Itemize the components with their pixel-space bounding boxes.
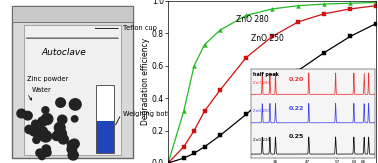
Circle shape [56, 98, 65, 107]
Circle shape [52, 132, 61, 141]
Circle shape [67, 145, 77, 154]
Bar [96, 85, 115, 153]
Circle shape [43, 149, 51, 156]
Bar [96, 121, 115, 153]
Text: Teflon cup: Teflon cup [123, 25, 156, 31]
Circle shape [38, 117, 47, 126]
Circle shape [17, 109, 26, 118]
Text: Zinc powder: Zinc powder [27, 76, 68, 82]
Text: ZnO 250: ZnO 250 [251, 34, 284, 43]
Text: ZnO 280: ZnO 280 [236, 15, 268, 24]
Circle shape [54, 122, 65, 133]
Circle shape [42, 145, 50, 153]
Text: Weighing bottle: Weighing bottle [123, 111, 175, 117]
Circle shape [25, 125, 34, 133]
Circle shape [70, 139, 79, 148]
Text: Water: Water [32, 87, 52, 93]
Circle shape [32, 120, 39, 127]
Text: Autoclave: Autoclave [42, 48, 86, 57]
Bar [23, 25, 121, 155]
Circle shape [39, 153, 45, 160]
Bar [96, 85, 115, 121]
Circle shape [69, 99, 81, 110]
Circle shape [54, 128, 67, 140]
Circle shape [36, 126, 48, 137]
Circle shape [67, 140, 76, 149]
Circle shape [71, 116, 78, 122]
Bar [12, 6, 133, 22]
Circle shape [68, 150, 78, 160]
Circle shape [36, 149, 44, 157]
Bar [12, 6, 133, 158]
Circle shape [42, 107, 49, 113]
Circle shape [29, 127, 38, 136]
Circle shape [33, 136, 40, 143]
Y-axis label: Degradation efficiency: Degradation efficiency [141, 38, 150, 126]
Circle shape [40, 131, 51, 142]
Circle shape [23, 111, 32, 120]
Text: ZnO 220: ZnO 220 [282, 74, 315, 83]
Circle shape [30, 126, 41, 136]
Circle shape [58, 115, 67, 124]
Circle shape [58, 134, 68, 144]
Circle shape [41, 114, 53, 125]
